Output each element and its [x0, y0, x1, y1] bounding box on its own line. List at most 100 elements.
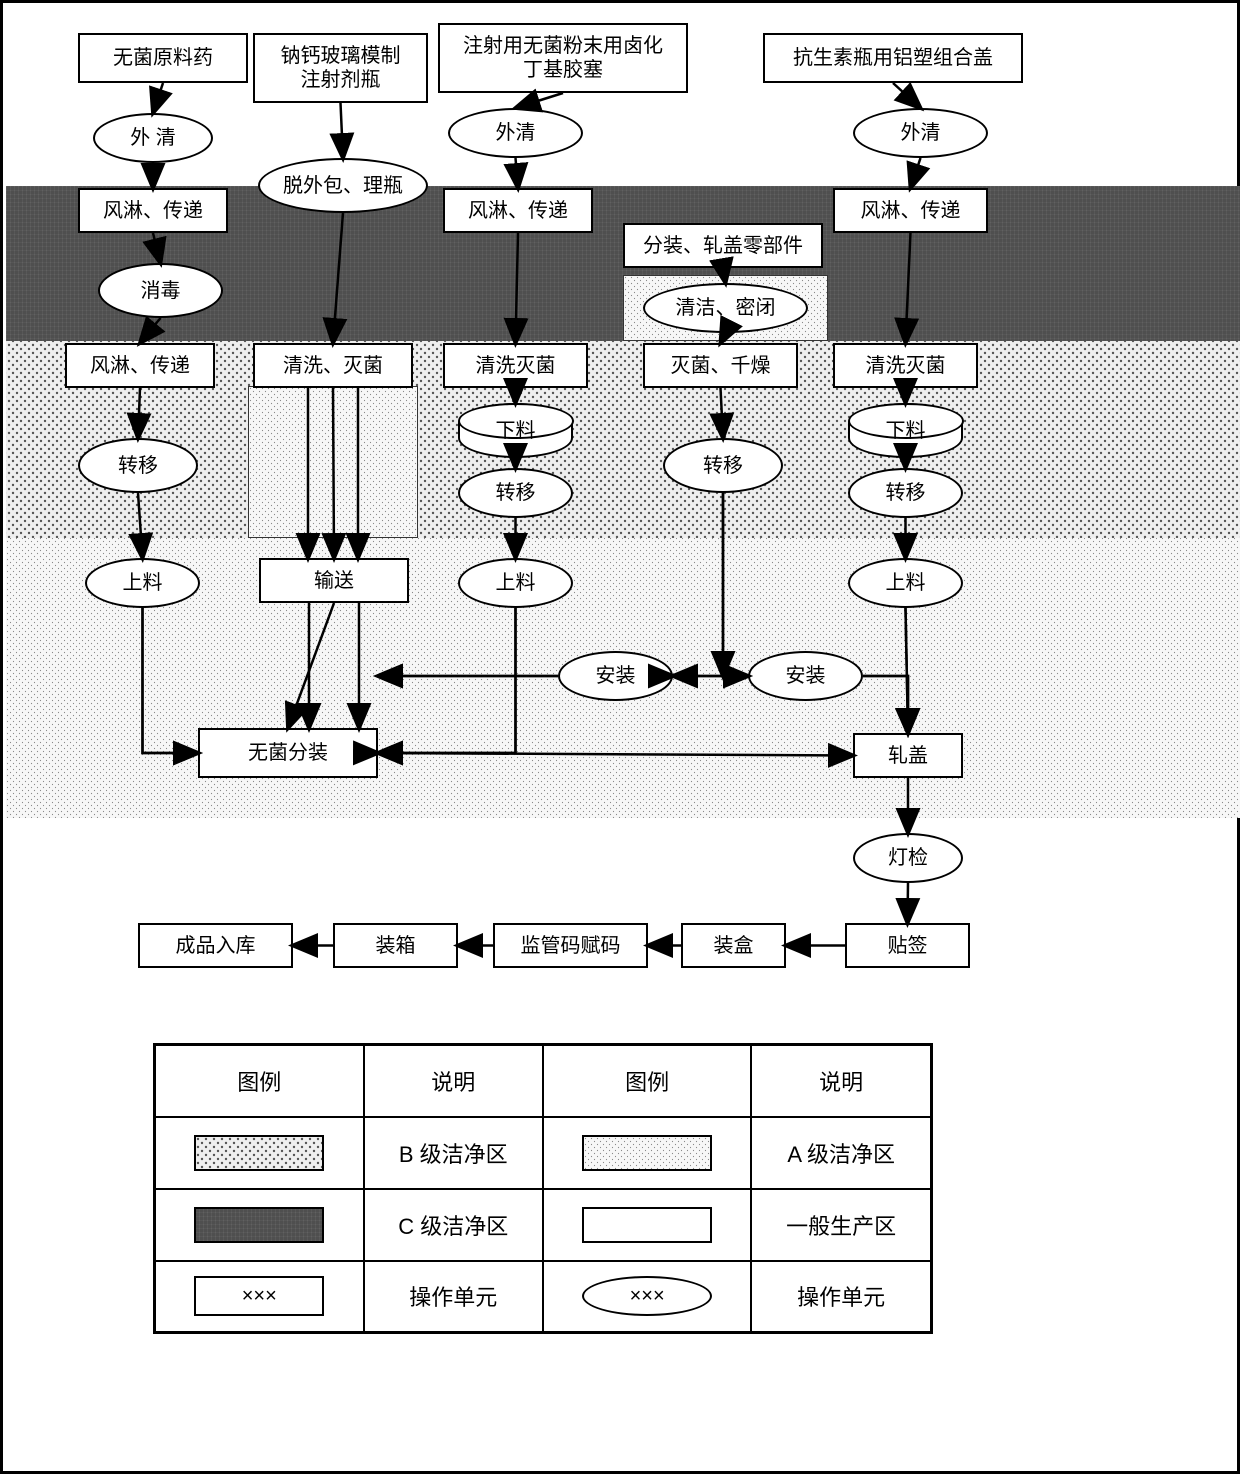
swatch-zone-c — [194, 1207, 324, 1243]
node-label: 钠钙玻璃模制 注射剂瓶 — [281, 44, 401, 92]
node-label: 清洗灭菌 — [866, 354, 946, 378]
node-label: 转移 — [703, 454, 743, 478]
node-n4: 抗生素瓶用铝塑组合盖 — [763, 33, 1023, 83]
legend-hdr-3: 图例 — [543, 1045, 751, 1117]
node-label: 下料 — [496, 419, 536, 443]
node-label: 上料 — [123, 571, 163, 595]
node-label: 成品入库 — [176, 934, 256, 958]
node-b14: 装盒 — [681, 923, 786, 968]
node-e10: 转移 — [848, 468, 963, 518]
node-label: 外清 — [901, 121, 941, 145]
legend-ell-shape: ××× — [582, 1276, 712, 1316]
node-label: 转移 — [886, 481, 926, 505]
node-label: 风淋、传递 — [103, 199, 203, 223]
node-label: 轧盖 — [888, 744, 928, 768]
node-label: 转移 — [496, 481, 536, 505]
node-b12: 轧盖 — [853, 733, 963, 778]
legend-row-1: B 级洁净区 A 级洁净区 — [155, 1117, 932, 1189]
node-label: 外清 — [496, 121, 536, 145]
node-label: 装盒 — [714, 934, 754, 958]
legend-desc-c: C 级洁净区 — [364, 1189, 543, 1261]
node-label: 风淋、传递 — [861, 199, 961, 223]
node-label: 分装、轧盖零部件 — [643, 234, 803, 258]
legend-desc-b: B 级洁净区 — [364, 1117, 543, 1189]
node-e3: 外清 — [448, 108, 583, 158]
flowchart-canvas: 无菌原料药 钠钙玻璃模制 注射剂瓶 注射用无菌粉末用卤化 丁基胶塞 抗生素瓶用铝塑组合… — [0, 0, 1240, 1474]
node-b15: 监管码赋码 — [493, 923, 648, 968]
legend-hdr-1: 图例 — [155, 1045, 364, 1117]
node-e12: 上料 — [458, 558, 573, 608]
node-label: 监管码赋码 — [521, 934, 621, 958]
node-b4: 分装、轧盖零部件 — [623, 223, 823, 268]
node-n2: 钠钙玻璃模制 注射剂瓶 — [253, 33, 428, 103]
node-label: 清洗、灭菌 — [283, 354, 383, 378]
node-label: 注射用无菌粉末用卤化 丁基胶塞 — [463, 34, 663, 82]
node-n3: 注射用无菌粉末用卤化 丁基胶塞 — [438, 23, 688, 93]
node-e2: 脱外包、理瓶 — [258, 158, 428, 213]
node-e1: 外 清 — [93, 113, 213, 163]
node-label: 上料 — [886, 571, 926, 595]
node-e8: 转移 — [458, 468, 573, 518]
node-label: 灭菌、千燥 — [671, 354, 771, 378]
legend-desc-a: A 级洁净区 — [751, 1117, 931, 1189]
swatch-white — [582, 1207, 712, 1243]
node-c1: 下料 — [458, 403, 573, 458]
node-label: 转移 — [118, 454, 158, 478]
node-b7: 清洗灭菌 — [443, 343, 588, 388]
legend-header-row: 图例 说明 图例 说明 — [155, 1045, 932, 1117]
node-label: 风淋、传递 — [468, 199, 568, 223]
legend-row-2: C 级洁净区 一般生产区 — [155, 1189, 932, 1261]
node-b6: 清洗、灭菌 — [253, 343, 413, 388]
node-label: 脱外包、理瓶 — [283, 174, 403, 198]
node-b13: 贴签 — [845, 923, 970, 968]
node-b11: 无菌分装 — [198, 728, 378, 778]
node-e9: 转移 — [663, 438, 783, 493]
node-n1: 无菌原料药 — [78, 33, 248, 83]
node-label: 贴签 — [888, 934, 928, 958]
node-b1: 风淋、传递 — [78, 188, 228, 233]
node-b16: 装箱 — [333, 923, 458, 968]
node-e6: 清洁、密闭 — [643, 283, 808, 333]
node-e14: 安装 — [558, 651, 673, 701]
node-label: 安装 — [786, 664, 826, 688]
node-label: 灯检 — [888, 846, 928, 870]
legend-hdr-2: 说明 — [364, 1045, 543, 1117]
legend-desc-general: 一般生产区 — [751, 1189, 931, 1261]
node-e15: 安装 — [748, 651, 863, 701]
node-b17: 成品入库 — [138, 923, 293, 968]
node-b2: 风淋、传递 — [443, 188, 593, 233]
node-label: 输送 — [314, 569, 354, 593]
inner-a-zone — [248, 386, 418, 538]
swatch-zone-a — [582, 1135, 712, 1171]
node-b3: 风淋、传递 — [833, 188, 988, 233]
node-label: 无菌原料药 — [113, 46, 213, 70]
node-e11: 上料 — [85, 558, 200, 608]
swatch-zone-b — [194, 1135, 324, 1171]
node-e4: 外清 — [853, 108, 988, 158]
legend-hdr-4: 说明 — [751, 1045, 931, 1117]
node-e13: 上料 — [848, 558, 963, 608]
node-label: 外 清 — [130, 126, 176, 150]
node-e7: 转移 — [78, 438, 198, 493]
node-label: 风淋、传递 — [90, 354, 190, 378]
node-label: 清洗灭菌 — [476, 354, 556, 378]
node-e16: 灯检 — [853, 833, 963, 883]
node-b5: 风淋、传递 — [65, 343, 215, 388]
node-label: 下料 — [886, 419, 926, 443]
node-label: 装箱 — [376, 934, 416, 958]
legend-box-shape: ××× — [194, 1276, 324, 1316]
node-b8: 灭菌、千燥 — [643, 343, 798, 388]
node-c2: 下料 — [848, 403, 963, 458]
node-label: 消毒 — [141, 279, 181, 303]
legend-desc-box: 操作单元 — [364, 1261, 543, 1333]
node-b9: 清洗灭菌 — [833, 343, 978, 388]
node-label: 安装 — [596, 664, 636, 688]
legend-desc-ell: 操作单元 — [751, 1261, 931, 1333]
node-e5: 消毒 — [98, 263, 223, 318]
node-b10: 输送 — [259, 558, 409, 603]
node-label: 上料 — [496, 571, 536, 595]
node-label: 无菌分装 — [248, 741, 328, 765]
legend-row-3: ××× 操作单元 ××× 操作单元 — [155, 1261, 932, 1333]
node-label: 抗生素瓶用铝塑组合盖 — [793, 46, 993, 70]
legend-table: 图例 说明 图例 说明 B 级洁净区 A 级洁净区 C 级洁净区 一般生产区 ×… — [153, 1043, 933, 1334]
